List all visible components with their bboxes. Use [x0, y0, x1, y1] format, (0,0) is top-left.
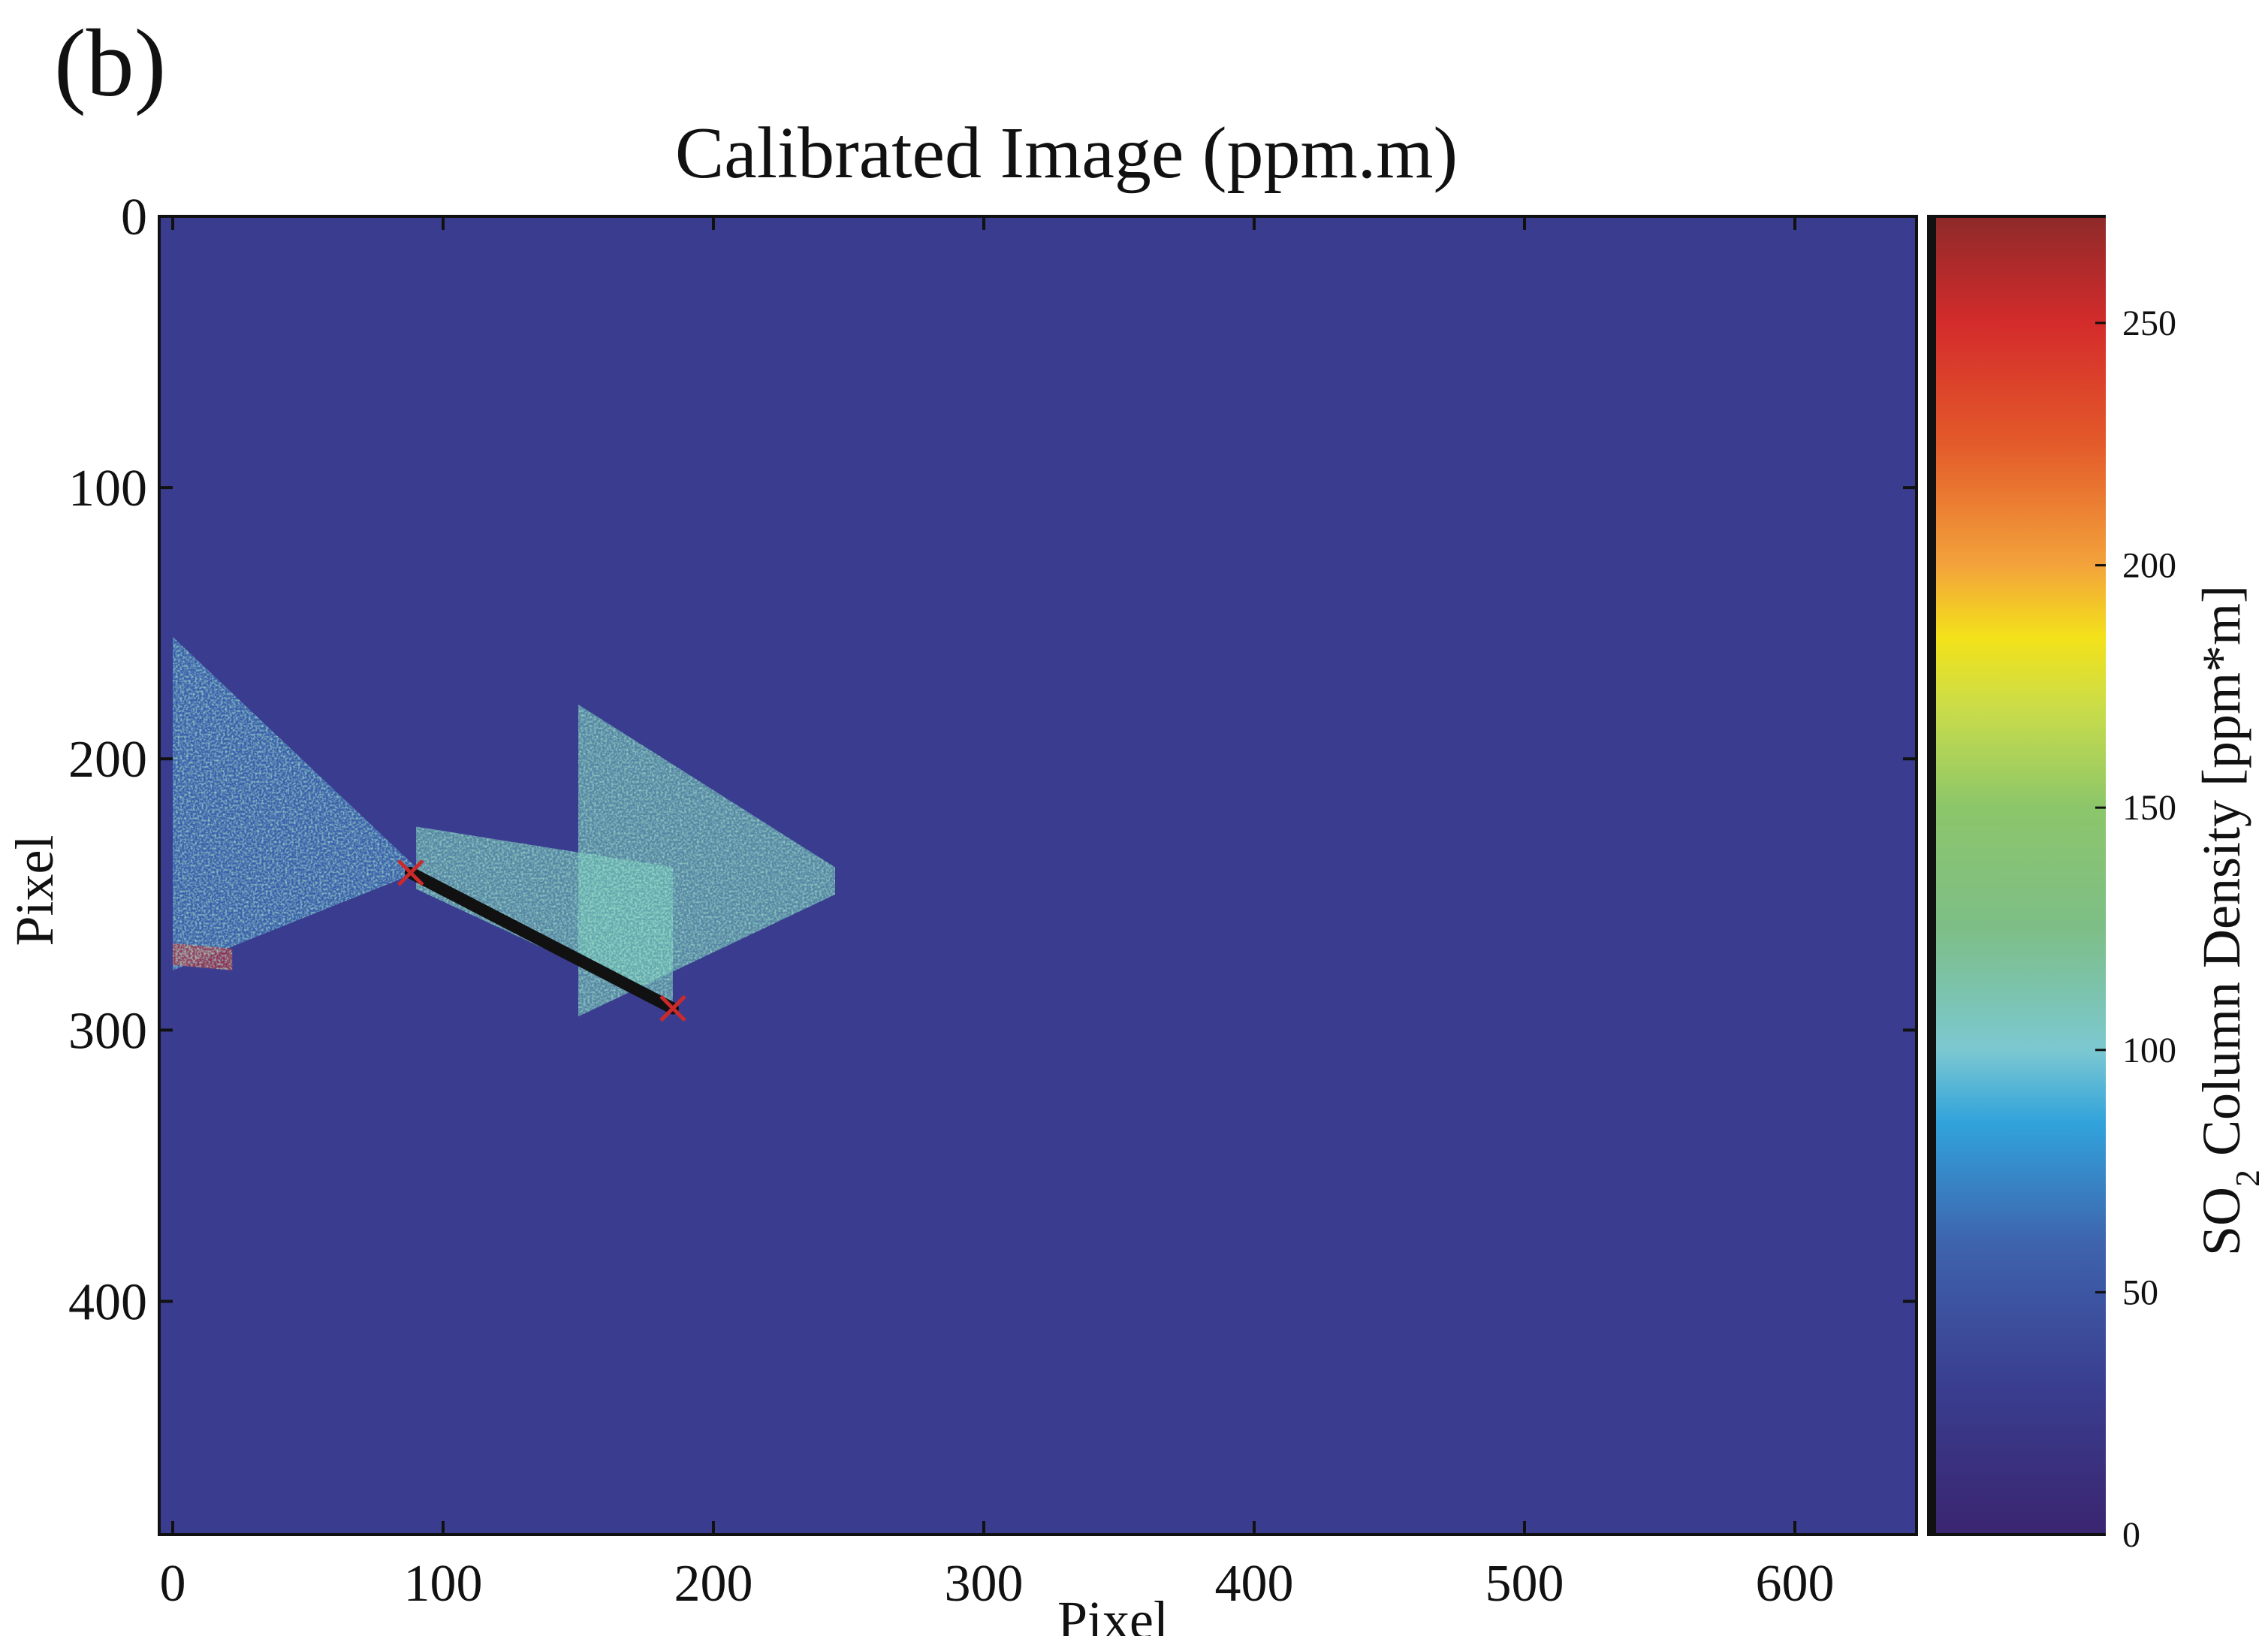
plume-layer [173, 636, 835, 1017]
plume-region-speckle [173, 943, 233, 970]
plume-region-speckle [173, 636, 416, 970]
y-axis-label: Pixel [5, 835, 65, 946]
colorbar-tick-label: 50 [2122, 1272, 2158, 1312]
transect-line [404, 866, 679, 1015]
transect-marker [659, 995, 686, 1022]
colorbar-edge [1927, 216, 1936, 1535]
y-tick-label: 400 [68, 1273, 147, 1331]
panel-label: (b) [54, 10, 167, 116]
y-tick-label: 0 [121, 189, 147, 246]
colorbar-tick-label: 0 [2122, 1515, 2140, 1555]
colorbar-label-suffix: Column Density [ppm*m] [2191, 585, 2251, 1170]
y-axis: 0 100 200 300 400 [68, 189, 1917, 1331]
colorbar-label-prefix: SO [2191, 1187, 2251, 1256]
x-tick-label: 300 [945, 1555, 1024, 1613]
colorbar-fill [1927, 216, 2106, 1535]
x-tick-label: 400 [1215, 1555, 1294, 1613]
y-tick-label: 200 [68, 731, 147, 789]
transect-marker-stroke [659, 995, 686, 1022]
plume-region [173, 636, 416, 970]
y-tick-label: 300 [68, 1002, 147, 1060]
colorbar-tick-label: 200 [2122, 546, 2176, 586]
plot-frame [158, 215, 1918, 1536]
colorbar-tick-label: 100 [2122, 1031, 2176, 1070]
chart-title: Calibrated Image (ppm.m) [674, 113, 1458, 194]
x-axis: 0 100 200 300 400 500 600 [160, 216, 1835, 1613]
x-axis-label: Pixel [1057, 1590, 1169, 1636]
plume-region-speckle [578, 705, 835, 1017]
transect-layer [397, 859, 686, 1022]
x-tick-label: 500 [1485, 1555, 1564, 1613]
y-tick-label: 100 [68, 460, 147, 518]
colorbar-tick-label: 150 [2122, 788, 2176, 828]
colorbar-label-subscript: 2 [2228, 1170, 2266, 1187]
x-tick-label: 100 [404, 1555, 483, 1613]
colorbar-tick-label: 250 [2122, 303, 2176, 343]
colorbar-label: SO2 Column Density [ppm*m] [2191, 585, 2266, 1256]
x-tick-label: 200 [674, 1555, 753, 1613]
plume-region [173, 943, 233, 970]
x-tick-label: 0 [160, 1555, 186, 1613]
colorbar: 0 50 100 150 200 250 [1927, 215, 2176, 1555]
x-tick-label: 600 [1756, 1555, 1835, 1613]
transect-marker [397, 859, 424, 886]
plume-region [578, 705, 835, 1017]
transect-marker-stroke [397, 859, 424, 886]
